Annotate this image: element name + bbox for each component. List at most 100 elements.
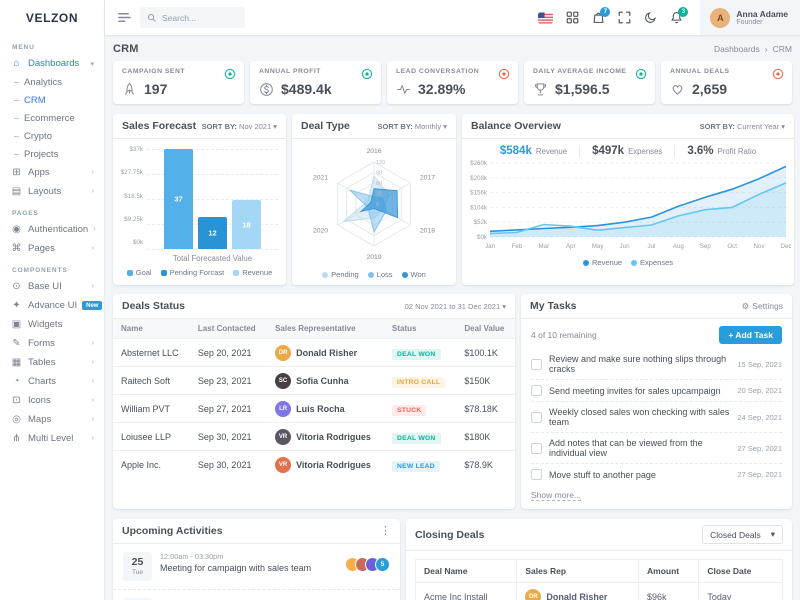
status-dot-icon-success: [361, 68, 373, 80]
table-row: Absternet LLC Sep 20, 2021 DR Donald Risher…: [113, 338, 515, 367]
deal-value: $100.1K: [456, 338, 515, 367]
activity-date: 20Wed: [123, 598, 152, 600]
sidebar-item-base-ui[interactable]: ⊙ Base UI ›: [0, 277, 104, 296]
svg-text:2017: 2017: [420, 175, 435, 182]
sidebar-item-icons[interactable]: ⊡ Icons ›: [0, 391, 104, 410]
cart-bag-icon[interactable]: 7: [592, 7, 611, 24]
sidebar-section-label: MENU: [12, 44, 35, 51]
sidebar-item-label: Tables: [28, 357, 56, 368]
sidebar-item-crypto[interactable]: Crypto: [0, 127, 104, 145]
search-input[interactable]: [162, 12, 238, 23]
task-checkbox[interactable]: [531, 385, 542, 396]
add-task-button[interactable]: + Add Task: [719, 326, 782, 344]
forms-icon: ✎: [12, 338, 21, 349]
sidebar-item-authentication[interactable]: ◉ Authentication ›: [0, 220, 104, 239]
sidebar-item-label: Maps: [28, 414, 52, 425]
bar-revenue[interactable]: 18: [232, 200, 261, 249]
summary-label: Revenue: [535, 147, 568, 156]
task-checkbox[interactable]: [531, 469, 542, 480]
dollar-circle-icon: [259, 82, 274, 97]
column-header[interactable]: Deal Name: [414, 559, 518, 583]
bar-goal[interactable]: 37: [164, 149, 193, 249]
closing-deals-filter-select[interactable]: Closed Deals ▾: [702, 525, 783, 544]
column-header[interactable]: Name: [113, 319, 190, 339]
column-header[interactable]: Sales Representative: [267, 319, 385, 339]
chevron-icon: ›: [91, 245, 94, 252]
stat-card-lead-conversation: LEAD CONVERSATION 32.89%: [387, 61, 518, 104]
column-header[interactable]: Sales Rep: [516, 559, 640, 583]
sales-forecast-sort[interactable]: SORT BY: Nov 2021 ▾: [201, 121, 277, 131]
svg-text:$260k: $260k: [470, 160, 488, 167]
tasks-settings-button[interactable]: ⚙ Settings: [741, 300, 783, 312]
sidebar-item-projects[interactable]: Projects: [0, 145, 104, 163]
chevron-down-icon: ▾: [502, 301, 506, 311]
summary-value: 3.6%: [687, 145, 714, 157]
stat-card-daily-average-income: DAILY AVERAGE INCOME $1,596.5: [524, 61, 655, 104]
breadcrumb-parent[interactable]: Dashboards: [713, 44, 760, 54]
apps-grid-icon[interactable]: [566, 11, 579, 24]
sidebar-item-dashboards[interactable]: ⌂ Dashboards ▾: [0, 54, 104, 73]
chevron-icon: ▾: [90, 60, 94, 68]
svg-text:Nov: Nov: [754, 243, 766, 250]
sidebar-item-multi-level[interactable]: ⋔ Multi Level ›: [0, 429, 104, 448]
task-checkbox[interactable]: [531, 442, 542, 454]
sidebar-item-crm[interactable]: CRM: [0, 91, 104, 109]
svg-text:Mar: Mar: [538, 243, 549, 250]
dark-mode-moon-icon[interactable]: [644, 11, 657, 24]
task-text: Review and make sure nothing slips throu…: [549, 354, 727, 374]
legend-item: Loss: [367, 270, 393, 279]
brand-logo[interactable]: VELZON: [0, 0, 104, 35]
sidebar-item-apps[interactable]: ⊞ Apps ›: [0, 163, 104, 182]
column-header[interactable]: Amount: [638, 559, 700, 583]
column-header[interactable]: Deal Value: [456, 319, 515, 339]
sidebar-item-layouts[interactable]: ▤ Layouts ›: [0, 182, 104, 201]
task-checkbox[interactable]: [531, 358, 542, 370]
sidebar-item-ecommerce[interactable]: Ecommerce: [0, 109, 104, 127]
table-row: Loiusee LLP Sep 30, 2021 VR Vitoria Rodrigu…: [113, 422, 515, 451]
chevron-icon: ›: [91, 169, 94, 176]
show-more-link[interactable]: Show more...: [531, 490, 582, 501]
sidebar-item-label: Pages: [28, 243, 55, 254]
activity-date: 25 Tue: [123, 552, 152, 581]
sidebar-item-charts[interactable]: ◔ Charts ›: [0, 372, 104, 391]
home-icon: ⌂: [13, 58, 20, 69]
column-header[interactable]: Last Contacted: [189, 319, 268, 339]
task-checkbox[interactable]: [531, 411, 542, 423]
sidebar-item-forms[interactable]: ✎ Forms ›: [0, 334, 104, 353]
sidebar-item-analytics[interactable]: Analytics: [0, 73, 104, 91]
legend-item: Expenses: [631, 258, 673, 267]
fullscreen-icon[interactable]: [618, 11, 631, 24]
hamburger-menu-icon[interactable]: [117, 10, 132, 25]
more-options-icon[interactable]: ⋮: [380, 524, 391, 537]
sidebar-item-tables[interactable]: ▦ Tables ›: [0, 353, 104, 372]
svg-text:120: 120: [376, 160, 385, 166]
sidebar-item-maps[interactable]: ◎ Maps ›: [0, 410, 104, 429]
deals-status-date-range[interactable]: 02 Nov 2021 to 31 Dec 2021 ▾: [404, 301, 506, 311]
search-box[interactable]: [140, 7, 245, 28]
balance-overview-sort[interactable]: SORT BY: Current Year ▾: [699, 121, 785, 131]
sidebar-nav: MENU ⌂ Dashboards ▾ Analytics CRM Ecommerce Cry…: [0, 35, 104, 448]
column-header[interactable]: Status: [384, 319, 457, 339]
sales-rep: SC Sofia Cunha: [275, 372, 376, 389]
sidebar-item-widgets[interactable]: ▣ Widgets: [0, 315, 104, 334]
deal-type-sort[interactable]: SORT BY: Monthly ▾: [377, 121, 448, 131]
svg-text:90: 90: [376, 171, 382, 177]
sidebar-item-advance-ui[interactable]: ✦ Advance UI New: [0, 296, 104, 315]
user-name: Anna Adame: [736, 8, 788, 19]
bar-pending-forcast[interactable]: 12: [198, 216, 227, 249]
deal-type-legend: Pending Loss Won: [292, 267, 456, 285]
sidebar-item-pages[interactable]: ⌘ Pages ›: [0, 239, 104, 258]
status-badge: Deal Won: [392, 348, 441, 360]
svg-text:Jun: Jun: [620, 243, 631, 250]
language-flag-icon[interactable]: [538, 11, 554, 24]
column-header[interactable]: Close Date: [698, 559, 783, 583]
activity-pulse-icon: [396, 82, 411, 97]
avatar-group: 5: [345, 557, 390, 572]
notifications-bell-icon[interactable]: 3: [670, 7, 689, 24]
activity-item: 25 Tue 12:00am - 03:30pm Meeting for campai…: [113, 544, 400, 590]
stat-label: ANNUAL DEALS: [670, 68, 730, 75]
close-date: Today: [698, 582, 783, 600]
user-profile-menu[interactable]: A Anna Adame Founder: [700, 0, 800, 35]
deal-name: Apple Inc.: [113, 450, 190, 478]
table-row: Apple Inc. Sep 30, 2021 VR Vitoria Rodrigue…: [113, 450, 515, 478]
